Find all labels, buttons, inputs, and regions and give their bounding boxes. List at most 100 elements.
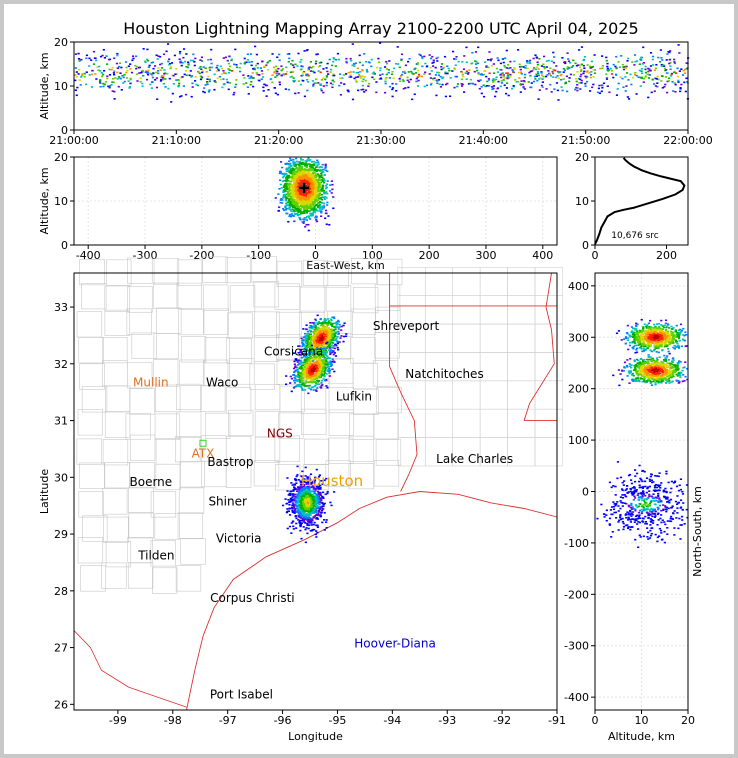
ew-source xyxy=(304,180,307,183)
time-height-source xyxy=(615,94,619,96)
time-tick-label: 21:10:00 xyxy=(152,134,201,147)
time-height-source xyxy=(497,80,500,83)
ew-source xyxy=(297,176,300,178)
time-height-source xyxy=(201,70,204,72)
county-outline xyxy=(349,413,375,440)
ew-source xyxy=(301,188,304,191)
map-source xyxy=(312,336,315,339)
ew-source xyxy=(286,163,290,165)
time-height-source xyxy=(80,76,83,78)
time-height-source xyxy=(77,58,81,60)
county-outline xyxy=(180,538,206,565)
time-height-source xyxy=(578,49,581,51)
ew-source xyxy=(296,191,300,194)
ew-source xyxy=(299,198,302,201)
ew-source xyxy=(320,174,323,176)
time-height-source xyxy=(682,69,685,72)
county-outline xyxy=(352,363,378,390)
time-height-source xyxy=(640,67,644,70)
time-height-source xyxy=(185,65,188,68)
ew-source xyxy=(307,223,310,226)
time-height-source xyxy=(160,76,163,79)
time-height-source xyxy=(465,78,468,81)
ew-source xyxy=(284,205,287,207)
map-source xyxy=(325,329,328,332)
county-outline xyxy=(125,413,151,440)
ew-source xyxy=(293,191,296,194)
ew-source xyxy=(292,194,296,197)
time-height-source xyxy=(671,81,674,83)
time-height-source xyxy=(210,62,213,65)
time-height-source xyxy=(208,78,211,81)
time-height-source xyxy=(320,88,323,90)
time-height-source xyxy=(434,66,437,69)
map-source xyxy=(300,386,303,389)
county-outline xyxy=(81,386,108,413)
time-height-source xyxy=(443,55,447,58)
time-height-source xyxy=(192,53,195,56)
time-height-source xyxy=(664,83,667,86)
ew-source xyxy=(304,205,308,208)
time-height-source xyxy=(162,77,165,79)
time-height-source xyxy=(74,53,78,55)
time-height-source xyxy=(454,58,458,61)
time-height-source xyxy=(404,87,407,89)
county-outline xyxy=(372,360,399,387)
time-height-source xyxy=(207,75,210,78)
time-height-source xyxy=(423,85,426,88)
time-height-source xyxy=(624,90,627,92)
time-height-source xyxy=(524,64,527,67)
time-height-source xyxy=(506,75,510,78)
ew-source xyxy=(298,167,301,169)
time-height-source xyxy=(486,80,489,83)
map-source xyxy=(307,350,310,352)
ew-source xyxy=(315,181,318,184)
ew-source xyxy=(311,192,314,194)
time-height-source xyxy=(416,62,419,64)
ew-source xyxy=(311,189,314,192)
ew-source xyxy=(322,171,325,173)
map-source xyxy=(330,344,333,346)
map-source xyxy=(332,332,335,334)
time-height-source xyxy=(194,76,197,78)
ew-source xyxy=(286,174,289,177)
time-height-source xyxy=(506,72,510,75)
ew-source xyxy=(315,220,319,223)
map-source xyxy=(328,329,331,332)
ew-source xyxy=(291,190,295,193)
ew-source xyxy=(320,198,324,201)
ew-source xyxy=(318,166,321,169)
county-outline xyxy=(131,332,157,359)
time-height-source xyxy=(552,51,555,54)
county-outline xyxy=(225,257,251,284)
map-source xyxy=(331,351,334,354)
ew-source xyxy=(285,173,288,175)
time-height-source xyxy=(122,82,125,84)
time-height-source xyxy=(674,83,677,86)
time-height-source xyxy=(504,57,507,60)
time-height-source xyxy=(663,65,666,67)
ew-source xyxy=(310,204,314,206)
time-height-source xyxy=(590,60,593,63)
ew-source xyxy=(324,164,327,167)
ew-source xyxy=(291,194,294,196)
map-source xyxy=(311,337,314,340)
map-source xyxy=(287,499,290,501)
map-source xyxy=(312,389,315,391)
time-height-source xyxy=(275,65,278,68)
ew-source xyxy=(288,167,291,169)
time-height-source xyxy=(655,78,659,80)
time-height-source xyxy=(429,77,432,79)
ew-source xyxy=(293,187,296,189)
ew-source xyxy=(291,202,294,205)
time-height-source xyxy=(605,73,608,75)
map-source xyxy=(316,323,319,326)
time-height-source xyxy=(320,89,323,92)
ew-source xyxy=(310,175,313,178)
map-source xyxy=(315,339,318,342)
time-height-source xyxy=(248,77,251,80)
map-source xyxy=(311,322,314,324)
time-height-source xyxy=(653,69,656,72)
time-height-source xyxy=(216,64,219,67)
time-height-source xyxy=(83,72,86,75)
